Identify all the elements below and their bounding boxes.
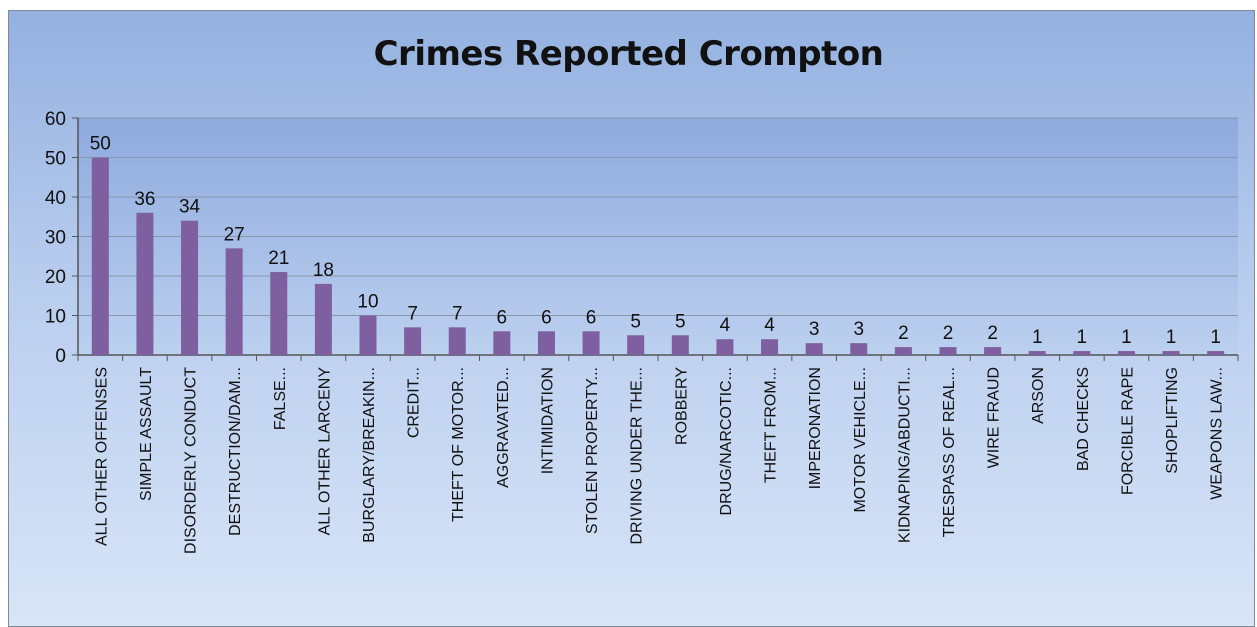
chart-title: Crimes Reported Crompton	[373, 34, 884, 74]
y-tick-label: 40	[45, 188, 66, 209]
y-tick-label: 10	[45, 307, 66, 328]
data-label: 1	[1121, 327, 1132, 348]
y-axis: 0 10 20 30 40 50 60	[45, 109, 79, 367]
bar	[1207, 351, 1225, 355]
x-tick-label: FALSE...	[272, 367, 289, 430]
x-tick-label: SIMPLE ASSAULT	[138, 367, 155, 501]
y-tick-label: 0	[55, 346, 66, 367]
data-label: 10	[357, 292, 378, 313]
x-tick-label: SHOPLIFTING	[1164, 367, 1181, 474]
x-tick-label: DRIVING UNDER THE...	[629, 367, 646, 545]
bar	[894, 347, 912, 355]
x-tick-label: ARSON	[1030, 367, 1047, 424]
bar	[1162, 351, 1180, 355]
data-label: 2	[943, 323, 954, 344]
x-tick-label: CREDIT...	[406, 367, 423, 438]
data-label: 18	[313, 260, 334, 281]
x-tick-label: INTIMIDATION	[539, 367, 556, 474]
data-label: 6	[497, 307, 508, 328]
bar	[850, 343, 868, 355]
data-label: 3	[809, 319, 820, 340]
y-tick-label: 30	[45, 228, 66, 249]
x-tick-label: DESTRUCTION/DAM...	[227, 367, 244, 536]
x-tick-label: ALL OTHER LARCENY	[316, 367, 333, 536]
bar	[1117, 351, 1135, 355]
data-label: 2	[987, 323, 998, 344]
data-label: 1	[1032, 327, 1043, 348]
data-label: 36	[134, 189, 155, 210]
data-label: 21	[268, 248, 289, 269]
bar	[627, 335, 645, 355]
bar	[761, 339, 779, 355]
bar	[1028, 351, 1046, 355]
data-label: 2	[898, 323, 909, 344]
x-axis: ALL OTHER OFFENSES SIMPLE ASSAULT DISORDER…	[77, 355, 1239, 554]
bar	[225, 248, 243, 355]
x-tick-label: ALL OTHER OFFENSES	[93, 367, 110, 546]
y-tick-label: 50	[45, 149, 66, 170]
x-tick-label: BURGLARY/BREAKIN...	[361, 367, 378, 543]
bar	[91, 157, 109, 355]
bars	[91, 157, 1225, 355]
bar	[404, 327, 422, 355]
x-tick-label: AGGRAVATED...	[495, 367, 512, 488]
data-label: 7	[452, 303, 463, 324]
data-label: 1	[1077, 327, 1088, 348]
x-tick-label: STOLEN PROPERTY...	[584, 367, 601, 534]
x-tick-label: WIRE FRAUD	[986, 367, 1003, 468]
x-tick-label: IMPERONATION	[807, 367, 824, 489]
data-label: 50	[90, 134, 111, 155]
data-label: 6	[541, 307, 552, 328]
bar	[805, 343, 823, 355]
x-tick-label: KIDNAPING/ABDUCTI...	[896, 367, 913, 543]
bar	[181, 220, 199, 355]
bar	[314, 283, 332, 355]
bar	[359, 315, 377, 355]
bar	[582, 331, 600, 355]
bar	[671, 335, 689, 355]
data-label: 4	[764, 315, 775, 336]
data-label: 3	[853, 319, 864, 340]
x-tick-label: WEAPONS LAW...	[1209, 367, 1226, 500]
data-label: 4	[720, 315, 731, 336]
x-tick-label: DRUG/NARCOTIC...	[718, 367, 735, 515]
data-label: 7	[407, 303, 418, 324]
bar	[493, 331, 511, 355]
bar	[939, 347, 957, 355]
x-tick-label: THEFT OF MOTOR...	[450, 367, 467, 522]
x-tick-label: FORCIBLE RAPE	[1119, 367, 1136, 495]
data-label: 5	[630, 311, 641, 332]
x-tick-label: ROBBERY	[673, 367, 690, 445]
data-label: 27	[224, 224, 245, 245]
bar	[716, 339, 734, 355]
data-label: 34	[179, 197, 201, 218]
bar	[270, 272, 288, 355]
x-tick-label: TRESPASS OF REAL...	[941, 367, 958, 537]
bar	[537, 331, 555, 355]
x-tick-label: THEFT FROM...	[763, 367, 780, 483]
x-tick-label: MOTOR VEHICLE...	[852, 367, 869, 513]
bar	[1073, 351, 1091, 355]
data-label: 6	[586, 307, 597, 328]
bar	[136, 212, 154, 355]
y-tick-label: 60	[45, 109, 66, 130]
x-tick-label: DISORDERLY CONDUCT	[183, 367, 200, 554]
y-tick-label: 20	[45, 267, 66, 288]
data-label: 5	[675, 311, 686, 332]
data-label: 1	[1166, 327, 1177, 348]
x-tick-label: BAD CHECKS	[1075, 367, 1092, 471]
bar	[984, 347, 1002, 355]
data-label: 1	[1210, 327, 1221, 348]
bar	[448, 327, 466, 355]
